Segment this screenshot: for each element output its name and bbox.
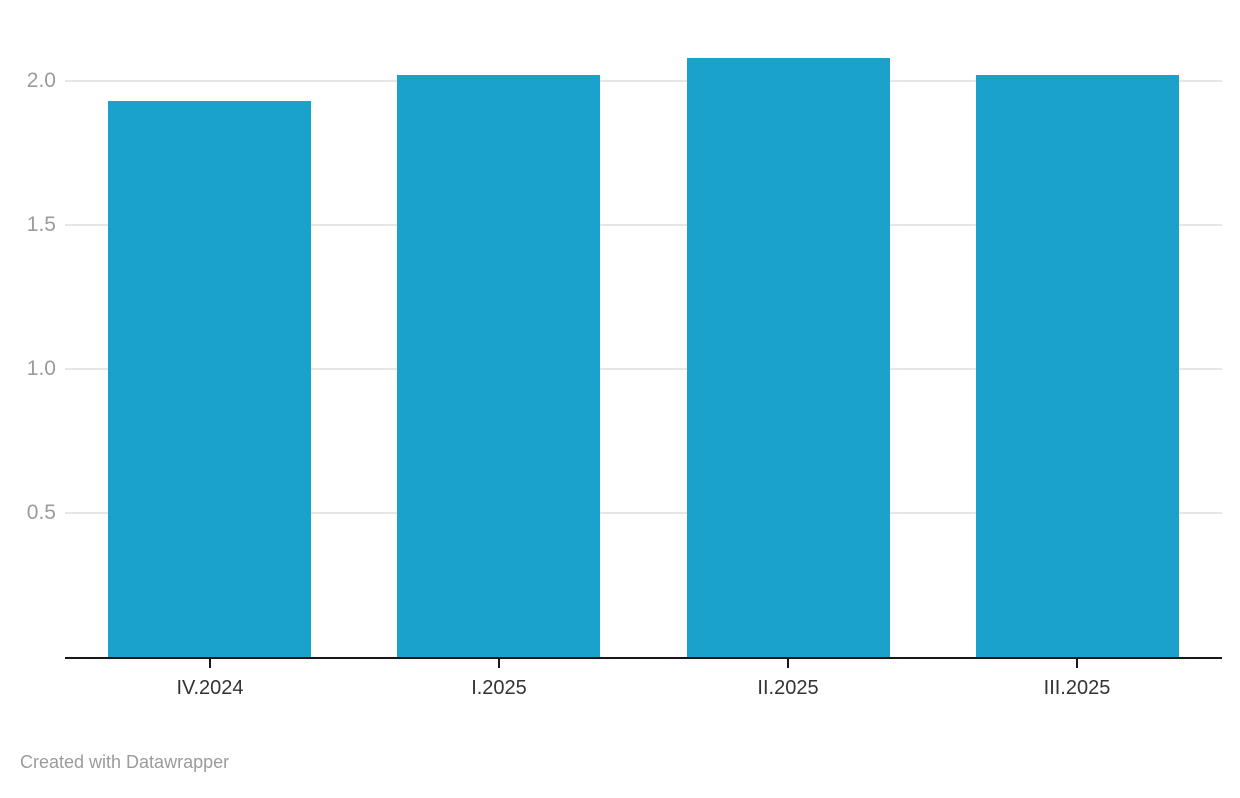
x-axis-tick-label: III.2025: [1043, 677, 1111, 699]
x-axis-tick: [1076, 659, 1078, 668]
bar-II.2025[interactable]: [687, 58, 890, 657]
x-axis-tick: [498, 659, 500, 668]
bar-I.2025[interactable]: [397, 75, 600, 657]
y-axis-tick-label: 2.0: [26, 69, 56, 92]
x-axis-tick: [787, 659, 789, 668]
datawrapper-attribution-link[interactable]: Created with Datawrapper: [20, 752, 230, 772]
bar-III.2025[interactable]: [976, 75, 1179, 657]
x-axis-line: [65, 657, 1222, 659]
x-axis-tick-label: I.2025: [471, 677, 527, 699]
x-axis-tick-label: IV.2024: [176, 677, 244, 699]
y-axis-tick-label: 1.0: [26, 357, 56, 380]
bar-IV.2024[interactable]: [108, 101, 311, 657]
gridline: [65, 80, 1222, 82]
gridline: [65, 224, 1222, 226]
gridline: [65, 512, 1222, 514]
x-axis-tick-label: II.2025: [757, 677, 819, 699]
x-axis-tick: [209, 659, 211, 668]
y-axis-tick-label: 1.5: [26, 213, 56, 236]
y-axis-tick-label: 0.5: [26, 501, 56, 524]
gridline: [65, 368, 1222, 370]
